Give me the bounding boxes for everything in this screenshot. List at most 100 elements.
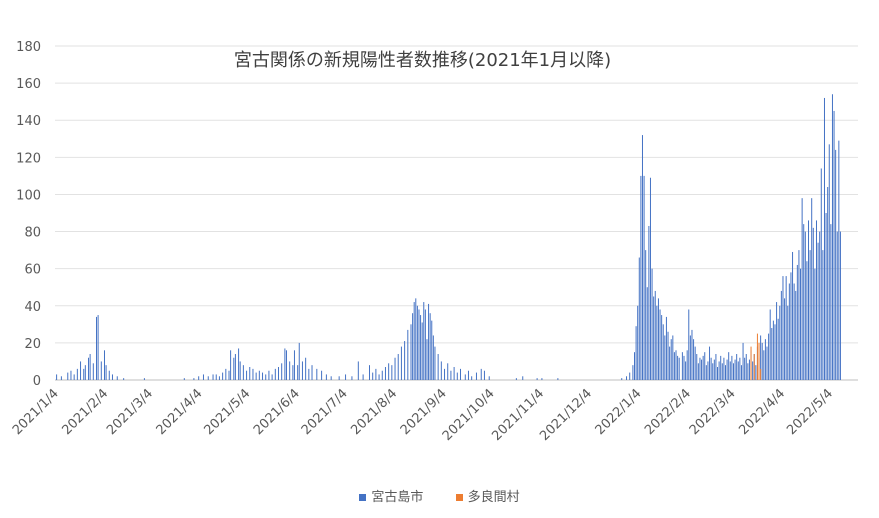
bar-miyakojima	[369, 365, 370, 380]
bar-miyakojima	[678, 357, 680, 380]
bar-miyakojima	[782, 276, 784, 380]
bar-miyakojima	[776, 302, 778, 380]
legend-item-tarama: 多良間村	[455, 486, 520, 505]
bar-miyakojima	[634, 352, 635, 380]
x-tick-label: 2021/2/4	[59, 386, 111, 438]
bar-miyakojima	[654, 290, 656, 380]
bar-miyakojima	[404, 341, 406, 380]
bar-miyakojima	[218, 376, 220, 380]
bar-miyakojima	[657, 298, 659, 380]
bar-miyakojima	[830, 224, 832, 380]
bar-miyakojima	[459, 368, 461, 380]
x-tick-label: 2022/5/4	[784, 386, 836, 438]
bar-miyakojima	[268, 370, 270, 380]
bar-miyakojima	[338, 376, 340, 380]
bar-miyakojima	[649, 177, 651, 380]
x-tick-label: 2021/5/4	[202, 386, 254, 438]
bar-miyakojima	[717, 367, 719, 380]
bar-miyakojima	[100, 361, 102, 380]
x-tick-label: 2022/2/4	[642, 386, 694, 438]
bar-miyakojima	[424, 309, 426, 380]
bar-miyakojima	[667, 331, 669, 380]
bar-miyakojima	[143, 378, 145, 380]
bar-miyakojima	[632, 365, 634, 380]
bar-miyakojima	[541, 378, 543, 380]
legend: 宮古島市 多良間村	[0, 486, 879, 505]
bar-miyakojima	[747, 363, 749, 380]
bar-miyakojima	[483, 370, 485, 380]
bar-miyakojima	[739, 357, 741, 380]
bar-miyakojima	[207, 376, 209, 380]
bar-miyakojima	[811, 198, 813, 380]
bar-miyakojima	[664, 335, 666, 380]
bar-miyakojima	[293, 350, 295, 380]
bar-miyakojima	[702, 355, 704, 380]
bar-miyakojima	[73, 374, 75, 380]
bar-miyakojima	[777, 318, 779, 380]
bar-miyakojima	[768, 333, 770, 380]
bar-miyakojima	[721, 363, 723, 380]
y-tick-label: 0	[33, 374, 41, 389]
bar-miyakojima	[763, 350, 765, 380]
bar-miyakojima	[645, 250, 647, 380]
bar-miyakojima	[785, 276, 787, 380]
bar-miyakojima	[677, 355, 679, 380]
y-tick-labels: 0 20 40 60 80 100 120 140 160 180	[16, 40, 41, 389]
bar-miyakojima	[249, 367, 251, 380]
bar-miyakojima	[641, 135, 643, 380]
bar-miyakojima	[515, 378, 517, 380]
x-tick-label: 2021/3/4	[104, 386, 156, 438]
bar-miyakojima	[820, 168, 822, 380]
bar-miyakojima	[464, 374, 466, 380]
bar-miyakojima	[222, 372, 224, 380]
bar-miyakojima	[255, 372, 257, 380]
bar-miyakojima	[123, 378, 125, 380]
bar-miyakojima	[325, 374, 327, 380]
bar-miyakojima	[394, 357, 396, 380]
bar-miyakojima	[228, 370, 230, 380]
bar-miyakojima	[626, 376, 628, 380]
bar-miyakojima	[673, 352, 675, 380]
bar-miyakojima	[744, 357, 746, 380]
bar-miyakojima	[297, 365, 299, 380]
bar-miyakojima	[423, 302, 425, 380]
bar-miyakojima	[378, 374, 380, 380]
y-tick-label: 100	[16, 188, 41, 203]
bar-miyakojima	[742, 342, 744, 380]
y-tick-label: 60	[24, 263, 41, 278]
y-tick-label: 180	[16, 40, 41, 55]
bar-miyakojima	[766, 346, 768, 380]
bar-miyakojima	[686, 350, 688, 380]
bar-miyakojima	[699, 357, 701, 380]
bar-miyakojima	[281, 363, 283, 380]
bar-miyakojima	[779, 305, 781, 380]
x-tick-label: 2022/1/4	[593, 386, 645, 438]
bar-miyakojima	[736, 354, 738, 380]
bar-miyakojima	[790, 272, 792, 380]
bar-miyakojima	[833, 110, 835, 380]
bar-miyakojima	[691, 329, 693, 380]
bar-miyakojima	[426, 339, 428, 380]
bar-miyakojima	[662, 324, 664, 380]
bar-miyakojima	[212, 374, 214, 380]
bar-miyakojima	[193, 378, 195, 380]
bar-miyakojima	[801, 198, 803, 380]
bar-miyakojima	[819, 231, 821, 380]
bar-miyakojima	[817, 242, 819, 380]
bar-miyakojima	[375, 368, 377, 380]
bar-miyakojima	[330, 376, 332, 380]
bar-miyakojima	[453, 367, 455, 380]
bar-miyakojima	[793, 283, 795, 380]
bar-miyakojima	[242, 365, 244, 380]
bar-miyakojima	[795, 290, 797, 380]
bar-miyakojima	[202, 374, 204, 380]
y-tick-label: 80	[24, 226, 41, 241]
bar-miyakojima	[225, 368, 227, 380]
bar-miyakojima	[480, 368, 482, 380]
bar-miyakojima	[709, 346, 711, 380]
bar-miyakojima	[362, 374, 364, 380]
bar-miyakojima	[823, 97, 825, 381]
bar-miyakojima	[234, 354, 236, 380]
bar-miyakojima	[488, 376, 490, 380]
bar-miyakojima	[696, 354, 698, 380]
